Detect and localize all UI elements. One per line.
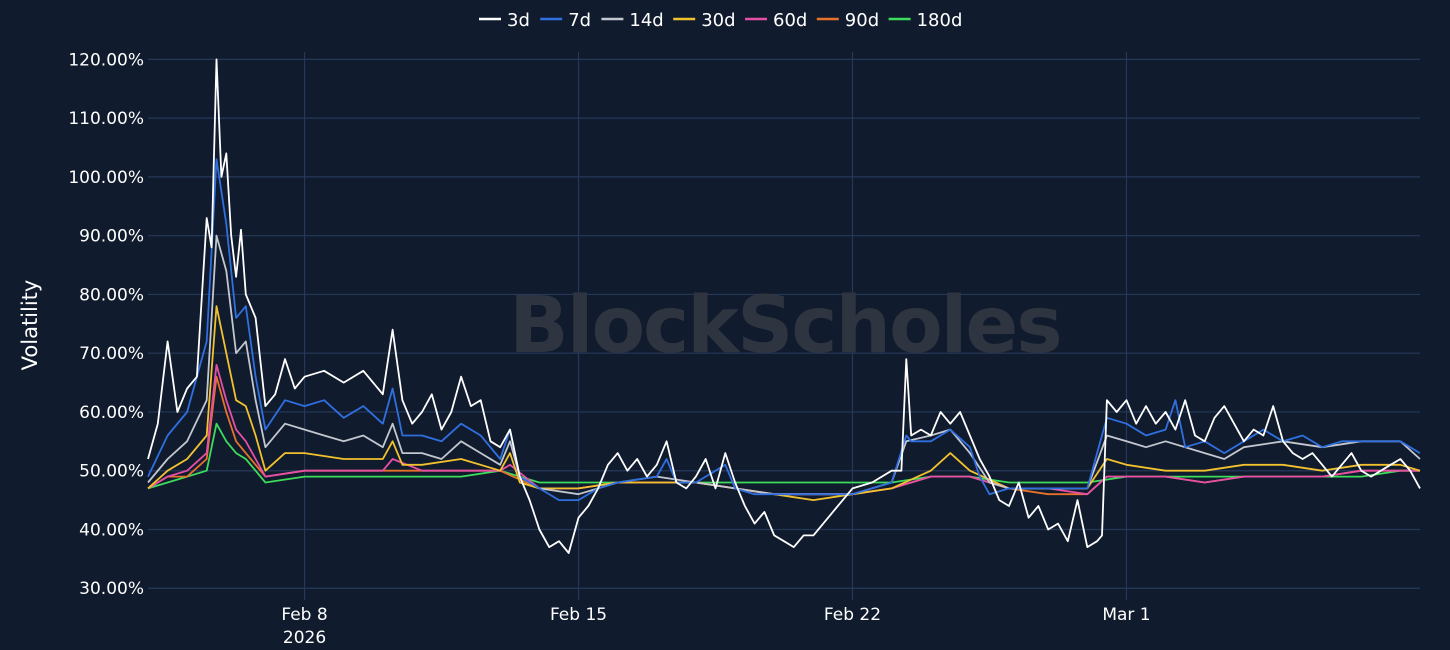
y-tick-label: 40.00% (79, 520, 144, 540)
x-tick-label: Mar 1 (1102, 605, 1150, 625)
y-tick-label: 80.00% (79, 285, 144, 305)
legend-item-180d[interactable]: 180d (888, 10, 963, 31)
legend-label: 7d (568, 10, 591, 31)
legend-item-60d[interactable]: 60d (745, 10, 807, 31)
legend-label: 30d (701, 10, 735, 31)
x-tick-label: Feb 15 (550, 605, 607, 625)
y-axis-ticks: 30.00% 40.00% 50.00% 60.00% 70.00% 80.00% 90.0… (68, 50, 144, 599)
watermark: BlockScholes (509, 281, 1060, 371)
legend-item-14d[interactable]: 14d (601, 10, 664, 31)
legend-label: 60d (773, 10, 807, 31)
y-tick-label: 90.00% (79, 227, 144, 247)
legend-item-7d[interactable]: 7d (540, 10, 591, 31)
y-tick-label: 120.00% (68, 50, 144, 70)
x-tick-sublabel: 2026 (283, 628, 326, 648)
series-layer (147, 58, 1421, 554)
y-tick-label: 30.00% (79, 579, 144, 599)
y-tick-label: 110.00% (68, 109, 144, 129)
legend-item-3d[interactable]: 3d (479, 10, 530, 31)
y-tick-label: 100.00% (68, 168, 144, 188)
legend-label: 180d (917, 10, 963, 31)
y-tick-label: 50.00% (79, 462, 144, 482)
x-axis-ticks: Feb 8 2026 Feb 15 Feb 22 Mar 1 (281, 605, 1150, 648)
series-line-3d (147, 58, 1421, 554)
legend-item-90d[interactable]: 90d (816, 10, 879, 31)
legend-label: 90d (845, 10, 879, 31)
y-tick-label: 60.00% (79, 403, 144, 423)
legend-label: 3d (507, 10, 530, 31)
series-line-60d (147, 364, 1420, 496)
legend-item-30d[interactable]: 30d (673, 10, 736, 31)
y-axis-title: Volatility (18, 280, 42, 371)
legend-label: 14d (629, 10, 663, 31)
y-tick-label: 70.00% (79, 344, 144, 364)
x-tick-label: Feb 22 (824, 605, 881, 625)
legend: 3d 7d 14d 30d 60d 90d 180d (479, 10, 962, 31)
x-tick-label: Feb 8 (281, 605, 327, 625)
series-line-7d (147, 158, 1421, 501)
